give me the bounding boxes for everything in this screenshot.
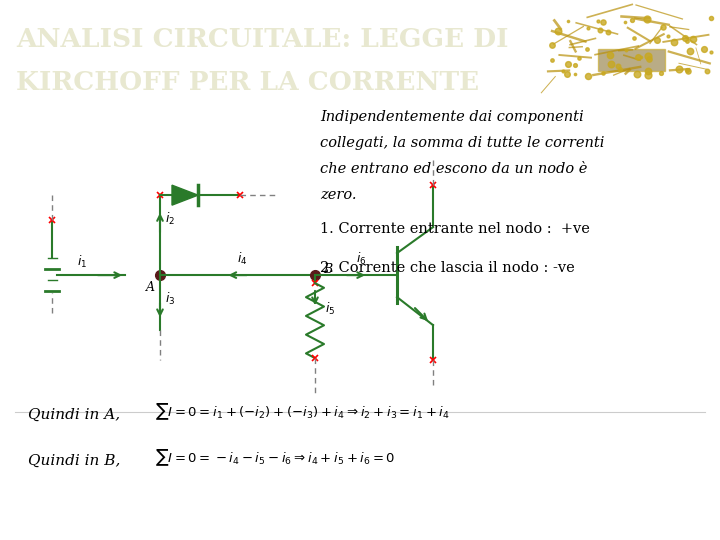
Text: Quindi in A,: Quindi in A, — [28, 408, 120, 422]
Text: ANALISI CIRCUITALE: LEGGE DI: ANALISI CIRCUITALE: LEGGE DI — [16, 27, 508, 52]
Text: $\sum I = 0 = i_1 + (-i_2)+(-i_3)+i_4 \Rightarrow i_2 + i_3 = i_1 + i_4$: $\sum I = 0 = i_1 + (-i_2)+(-i_3)+i_4 \R… — [155, 401, 450, 422]
Text: Quindi in B,: Quindi in B, — [28, 454, 120, 468]
Text: Indipendentemente dai componenti: Indipendentemente dai componenti — [320, 110, 584, 124]
Text: $i_1$: $i_1$ — [77, 254, 87, 270]
Text: che entrano ed escono da un nodo è: che entrano ed escono da un nodo è — [320, 162, 588, 176]
Text: $i_4$: $i_4$ — [238, 251, 248, 267]
Text: collegati, la somma di tutte le correnti: collegati, la somma di tutte le correnti — [320, 136, 604, 150]
Text: $i_6$: $i_6$ — [356, 251, 366, 267]
Text: 2. Corrente che lascia il nodo : -ve: 2. Corrente che lascia il nodo : -ve — [320, 261, 575, 275]
Text: KIRCHOFF PER LA CORRENTE: KIRCHOFF PER LA CORRENTE — [16, 70, 479, 95]
Text: 1. Corrente entrante nel nodo :  +ve: 1. Corrente entrante nel nodo : +ve — [320, 222, 590, 236]
Text: A: A — [146, 281, 155, 294]
Text: zero.: zero. — [320, 188, 356, 202]
Text: $i_5$: $i_5$ — [325, 301, 336, 317]
Polygon shape — [172, 185, 198, 205]
Text: B: B — [323, 263, 332, 276]
Bar — [598, 49, 665, 71]
Text: $i_3$: $i_3$ — [165, 291, 176, 307]
Text: $\sum I = 0 = -i_4 - i_5 - i_6 \Rightarrow i_4 + i_5 + i_6 = 0$: $\sum I = 0 = -i_4 - i_5 - i_6 \Rightarr… — [155, 447, 395, 468]
Text: $i_2$: $i_2$ — [165, 211, 175, 227]
